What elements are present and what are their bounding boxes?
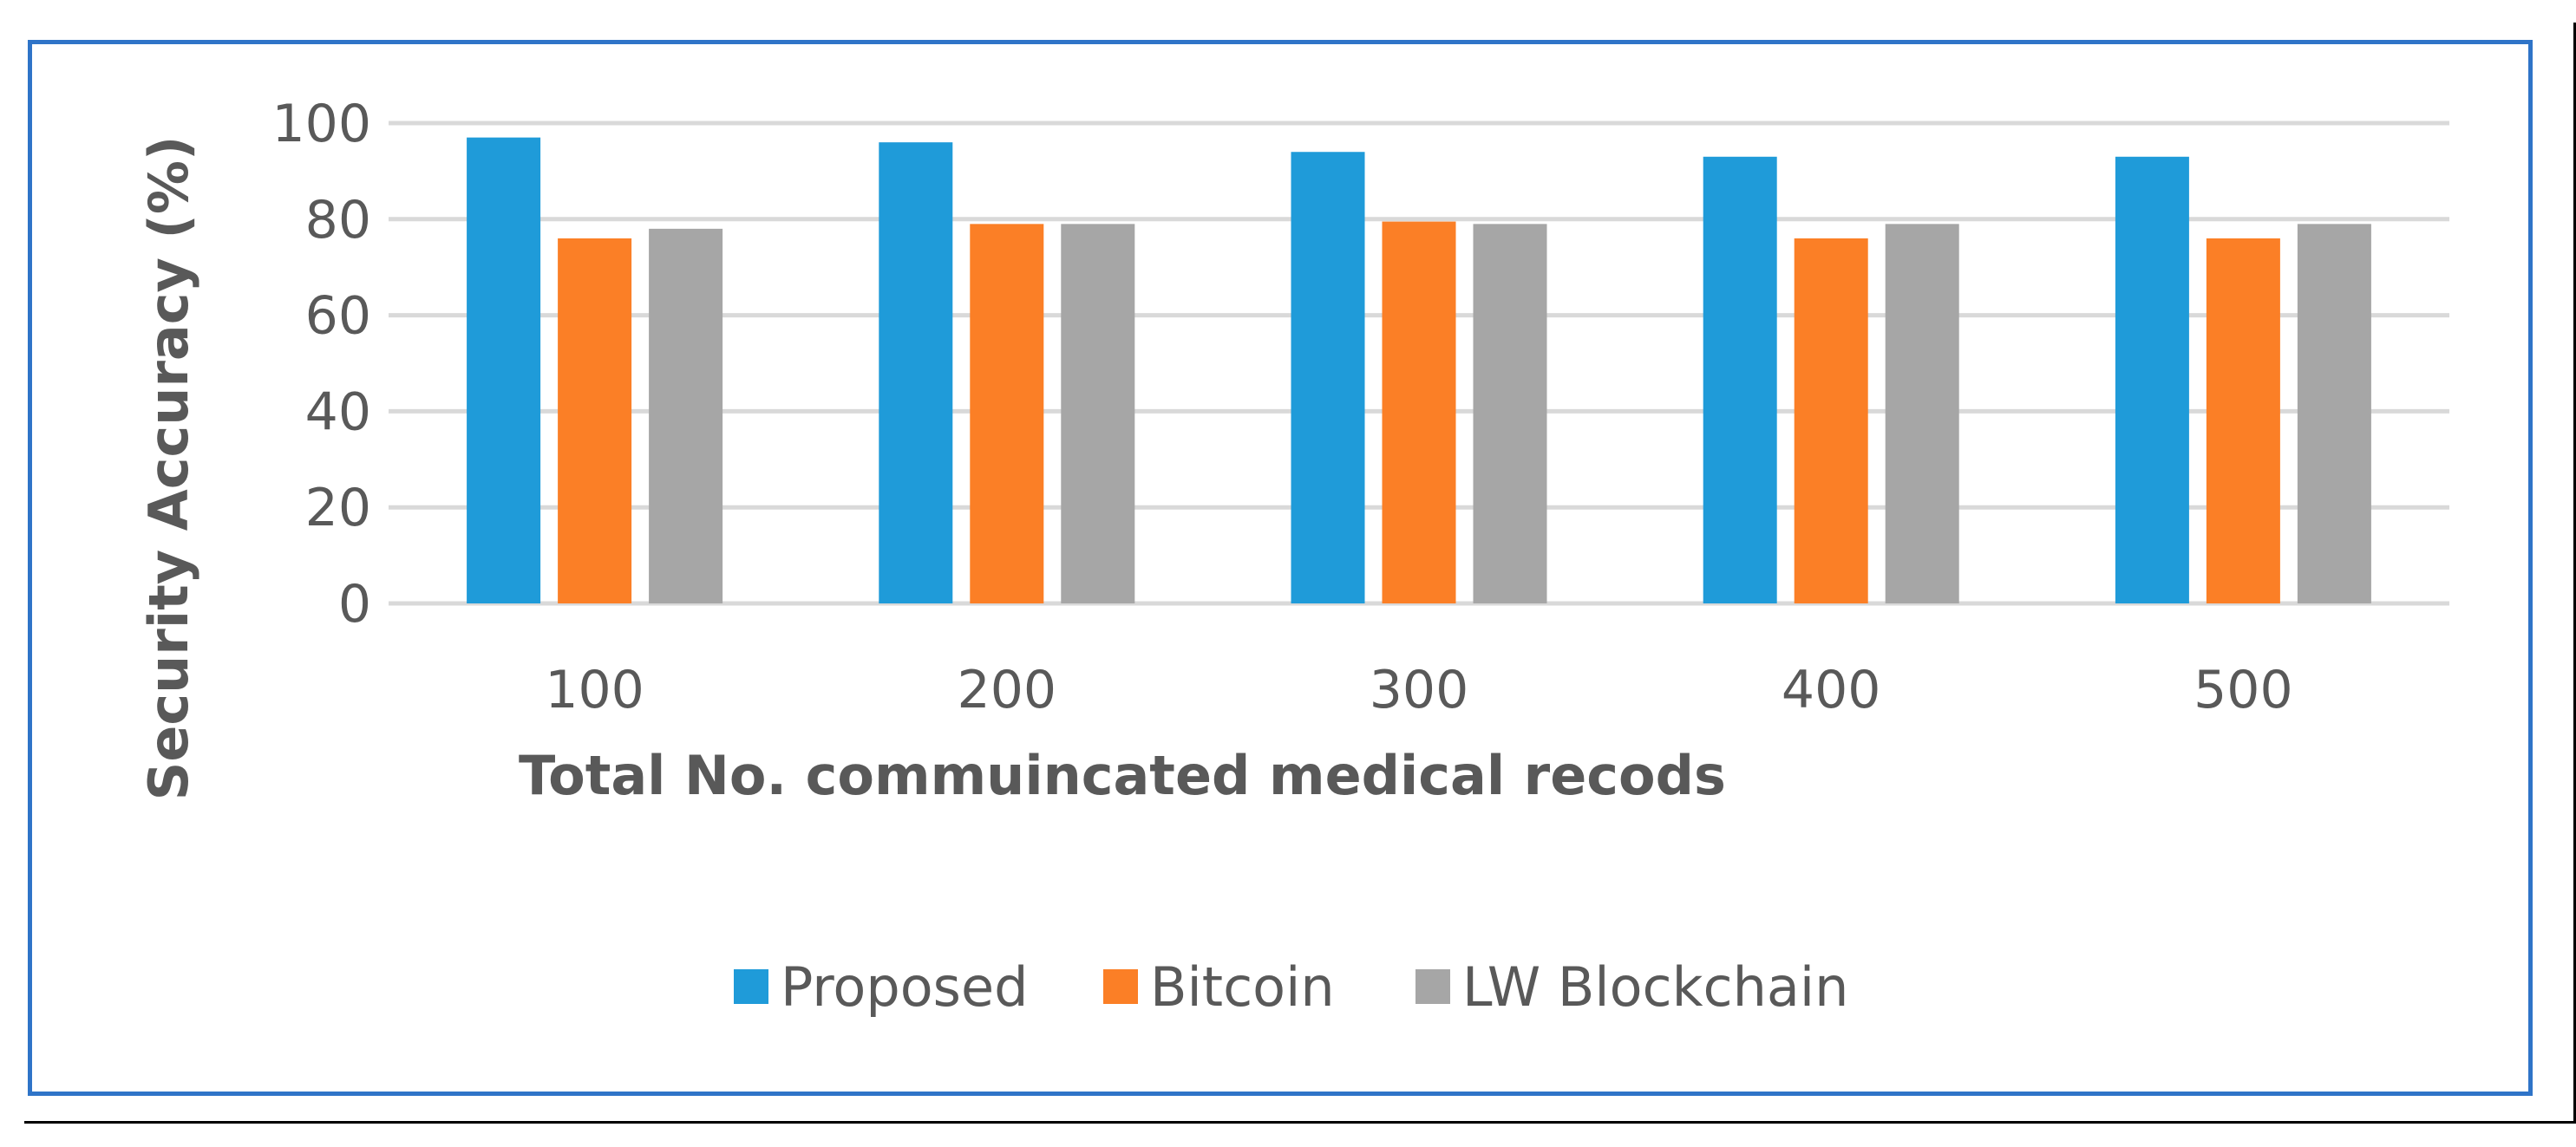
y-tick-label: 100 [271,94,371,154]
x-axis-title: Total No. commuincated medical recods [519,744,1726,807]
legend: Proposed Bitcoin LW Blockchain [734,955,1848,1019]
x-tick-label: 100 [545,660,644,720]
x-tick-label: 300 [1370,660,1469,720]
bar-proposed-100 [467,137,541,603]
legend-swatch-bitcoin [1103,969,1138,1004]
legend-label: Proposed [781,955,1028,1019]
y-tick-label: 80 [305,190,371,251]
y-tick-label: 0 [338,574,371,635]
bar-lw-blockchain-100 [649,228,723,603]
x-axis-ticks: 100 200 300 400 500 [545,660,2292,720]
bar-bitcoin-100 [558,238,632,603]
x-tick-label: 200 [958,660,1057,720]
y-axis-title: Security Accuracy (%) [137,136,200,801]
bar-bitcoin-200 [970,224,1044,603]
chart-frame [28,40,2533,1096]
figure-border [24,23,2576,1124]
bar-lw-blockchain-400 [1885,224,1959,603]
bar-proposed-300 [1291,152,1365,604]
bar-bitcoin-300 [1382,221,1456,603]
legend-label: LW Blockchain [1462,955,1848,1019]
bar-proposed-500 [2115,156,2189,603]
bar-lw-blockchain-200 [1061,224,1135,603]
bar-lw-blockchain-300 [1473,224,1547,603]
x-tick-label: 400 [1782,660,1881,720]
bar-proposed-200 [879,142,953,603]
y-tick-label: 60 [305,286,371,347]
bar-lw-blockchain-500 [2297,224,2371,603]
bar-proposed-400 [1703,156,1777,603]
y-tick-label: 40 [305,381,371,442]
y-tick-label: 20 [305,478,371,538]
legend-label: Bitcoin [1150,955,1335,1019]
y-axis-ticks: 0 20 40 60 80 100 [271,94,371,635]
legend-swatch-lw-blockchain [1415,969,1450,1004]
bar-bitcoin-500 [2206,238,2280,603]
bars [467,137,2371,604]
x-tick-label: 500 [2194,660,2293,720]
legend-swatch-proposed [734,969,768,1004]
bar-bitcoin-400 [1794,238,1868,603]
